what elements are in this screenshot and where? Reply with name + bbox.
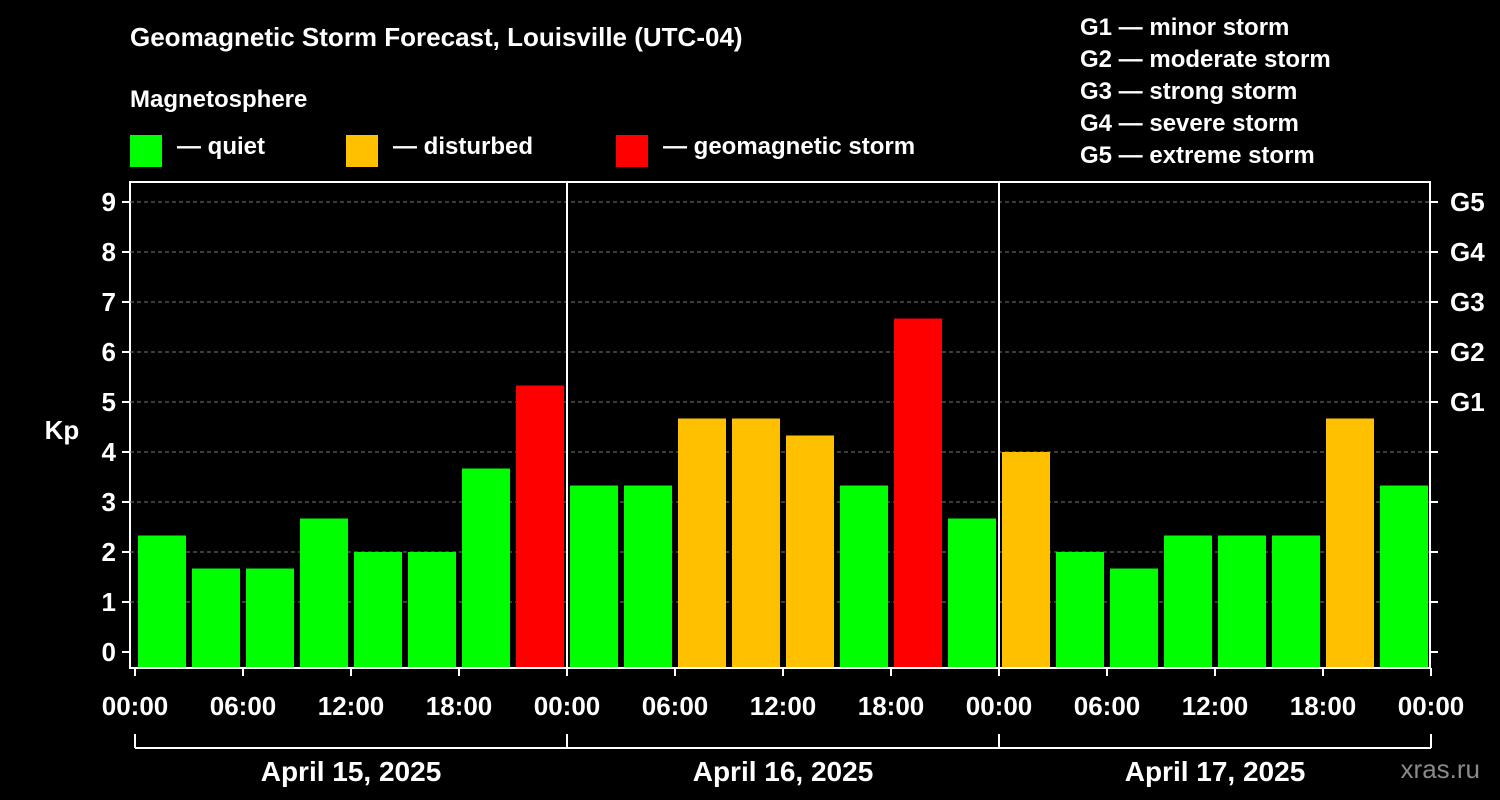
y-tick-label: 3 <box>102 487 116 517</box>
kp-bar <box>354 552 402 667</box>
storm-level-label: G1 <box>1450 387 1485 417</box>
legend-label-storm: — geomagnetic storm <box>663 133 916 160</box>
y-tick-label: 0 <box>102 637 116 667</box>
y-tick-label: 6 <box>102 337 116 367</box>
kp-bar <box>678 418 726 667</box>
x-tick-label: 12:00 <box>318 691 385 721</box>
date-label: April 16, 2025 <box>693 756 874 787</box>
kp-bar <box>1110 568 1158 667</box>
date-label: April 15, 2025 <box>261 756 442 787</box>
storm-scale-g3: G3 — strong storm <box>1080 78 1298 105</box>
kp-bar <box>1164 535 1212 667</box>
kp-bar <box>948 518 996 667</box>
kp-bar <box>462 468 510 667</box>
legend-swatch-storm <box>616 135 648 167</box>
date-label: April 17, 2025 <box>1125 756 1306 787</box>
storm-scale-g5: G5 — extreme storm <box>1080 142 1315 169</box>
storm-level-label: G4 <box>1450 237 1485 267</box>
y-tick-label: 1 <box>102 587 116 617</box>
chart-title: Geomagnetic Storm Forecast, Louisville (… <box>130 22 743 52</box>
y-tick-label: 9 <box>102 187 116 217</box>
x-tick-label: 00:00 <box>102 691 169 721</box>
storm-level-label: G2 <box>1450 337 1485 367</box>
kp-bar <box>192 568 240 667</box>
kp-bar <box>1272 535 1320 667</box>
y-tick-label: 7 <box>102 287 116 317</box>
x-tick-label: 06:00 <box>642 691 709 721</box>
x-tick-label: 06:00 <box>1074 691 1141 721</box>
x-tick-label: 12:00 <box>750 691 817 721</box>
x-tick-label: 12:00 <box>1182 691 1249 721</box>
watermark: xras.ru <box>1400 754 1480 784</box>
legend-heading: Magnetosphere <box>130 86 308 113</box>
x-tick-label: 00:00 <box>1398 691 1465 721</box>
kp-bar <box>840 485 888 667</box>
kp-bar <box>786 435 834 667</box>
plot-frame <box>129 181 1431 669</box>
storm-level-label: G5 <box>1450 187 1485 217</box>
x-tick-label: 18:00 <box>1290 691 1357 721</box>
kp-bar <box>1218 535 1266 667</box>
y-tick-label: 2 <box>102 537 116 567</box>
x-tick-label: 00:00 <box>966 691 1033 721</box>
kp-bar <box>516 385 564 667</box>
kp-bar <box>732 418 780 667</box>
legend-label-disturbed: — disturbed <box>393 133 534 160</box>
x-tick-label: 18:00 <box>426 691 493 721</box>
storm-scale-g2: G2 — moderate storm <box>1080 46 1331 73</box>
storm-scale-g1: G1 — minor storm <box>1080 14 1290 41</box>
y-tick-label: 8 <box>102 237 116 267</box>
kp-bar <box>408 552 456 667</box>
kp-bar <box>1002 452 1050 667</box>
kp-bar <box>1380 485 1428 667</box>
kp-bar <box>300 518 348 667</box>
kp-bar <box>624 485 672 667</box>
y-tick-label: 5 <box>102 387 116 417</box>
legend-label-quiet: — quiet <box>177 133 265 160</box>
kp-bar <box>570 485 618 667</box>
y-tick-label: 4 <box>102 437 117 467</box>
storm-scale-g4: G4 — severe storm <box>1080 110 1299 137</box>
kp-bar <box>894 318 942 667</box>
kp-bar <box>246 568 294 667</box>
legend-swatch-disturbed <box>346 135 378 167</box>
y-axis-label: Kp <box>45 415 80 445</box>
storm-level-label: G3 <box>1450 287 1485 317</box>
kp-bar <box>1326 418 1374 667</box>
x-tick-label: 06:00 <box>210 691 277 721</box>
kp-bar <box>1056 552 1104 667</box>
x-tick-label: 00:00 <box>534 691 601 721</box>
x-tick-label: 18:00 <box>858 691 925 721</box>
kp-bar <box>138 535 186 667</box>
legend-swatch-quiet <box>130 135 162 167</box>
